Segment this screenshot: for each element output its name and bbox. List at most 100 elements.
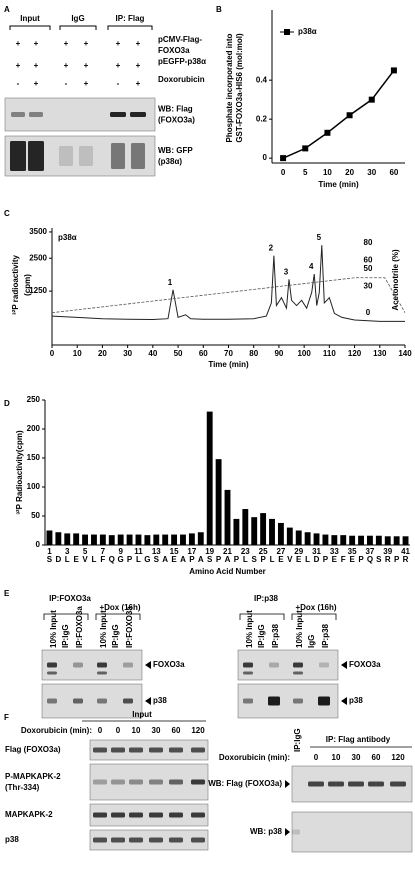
residue-label: P	[216, 555, 222, 564]
residue-label: E	[296, 555, 302, 564]
band	[169, 779, 183, 785]
band	[243, 671, 253, 675]
band	[149, 812, 163, 818]
x-tick-label: 23	[241, 547, 250, 556]
gradient-line	[51, 277, 406, 314]
x-tick-label: 0	[50, 349, 55, 358]
chart-label: p38α	[58, 233, 77, 242]
residue-label: P	[127, 555, 133, 564]
x-axis-label: Time (min)	[208, 360, 249, 369]
sign: +	[84, 79, 89, 88]
band	[129, 779, 143, 785]
column-header: IgG	[71, 14, 84, 23]
arrowhead	[285, 828, 290, 836]
sign: +	[136, 79, 141, 88]
residue-label: S	[252, 555, 258, 564]
bar	[64, 533, 71, 545]
time-label: 0	[116, 726, 121, 735]
band	[191, 837, 205, 843]
sign: +	[64, 61, 69, 70]
sign: +	[16, 39, 21, 48]
band	[111, 143, 125, 169]
lane-label: IP:IgG	[111, 624, 120, 648]
residue-label: L	[243, 555, 248, 564]
band	[129, 812, 143, 818]
residue-label: P	[189, 555, 195, 564]
residue-label: E	[332, 555, 338, 564]
band	[131, 143, 145, 169]
bar	[206, 411, 213, 545]
sign: -	[117, 79, 120, 88]
bar	[402, 536, 409, 545]
band	[123, 698, 133, 704]
y2-axis-label: Acetonotrile (%)	[391, 249, 400, 311]
row-label: MAPKAPK-2	[5, 810, 53, 819]
x-tick-label: 5	[303, 168, 308, 177]
bar	[73, 533, 80, 545]
x-tick-label: 30	[123, 349, 132, 358]
bar	[82, 534, 88, 545]
trace	[51, 245, 405, 322]
sign: +	[34, 61, 39, 70]
x-tick-label: 11	[134, 547, 143, 556]
x-tick-label: 130	[373, 349, 387, 358]
band	[73, 698, 83, 704]
band	[111, 837, 125, 843]
row-label: pCMV-Flag-	[158, 35, 202, 44]
residue-label: P	[234, 555, 240, 564]
arrowhead	[341, 661, 347, 669]
sign: +	[34, 79, 39, 88]
sign: +	[84, 61, 89, 70]
blot-label: WB: GFP	[158, 146, 193, 155]
y-axis-label: ³²P Radioactivity(cpm)	[15, 430, 24, 515]
bar	[171, 534, 178, 545]
band	[293, 662, 303, 668]
band	[191, 812, 205, 818]
y2-tick-label: 30	[364, 282, 373, 291]
marker	[302, 145, 309, 152]
sign: +	[16, 61, 21, 70]
column-header: IP: Flag	[116, 14, 145, 23]
lane-label: IP:p38	[321, 623, 330, 648]
row-label: Flag (FOXO3a)	[5, 745, 61, 754]
lane-label: 10% Input	[49, 610, 58, 648]
band	[59, 146, 73, 166]
band-label: FOXO3a	[153, 660, 185, 669]
residue-label: F	[341, 555, 346, 564]
x-tick-label: 50	[174, 349, 183, 358]
x-tick-label: 90	[274, 349, 283, 358]
time-label: 10	[132, 726, 141, 735]
panel-letter: E	[4, 589, 10, 598]
x-tick-label: 20	[345, 168, 354, 177]
band	[97, 671, 107, 675]
y-axis-unit: (cpm)	[23, 274, 32, 296]
marker	[390, 67, 397, 74]
band	[93, 747, 107, 753]
y2-tick-label: 60	[364, 255, 373, 264]
group-title: IP: Flag antibody	[326, 735, 391, 744]
band	[129, 837, 143, 843]
bar	[313, 533, 320, 545]
x-tick-label: 33	[330, 547, 339, 556]
bar	[233, 518, 240, 545]
band	[292, 829, 300, 835]
x-tick-label: 7	[101, 547, 106, 556]
band	[169, 747, 183, 753]
band	[308, 781, 324, 787]
band	[319, 662, 329, 668]
bar	[286, 527, 293, 545]
lane-label: IP:FOXO3a	[75, 606, 84, 648]
residue-label: G	[118, 555, 124, 564]
residue-label: E	[73, 555, 79, 564]
band	[93, 812, 107, 818]
bar	[331, 535, 338, 545]
band	[243, 662, 253, 668]
row-label: (Thr-334)	[5, 783, 40, 792]
marker	[346, 112, 353, 119]
blot-label: WB: Flag	[158, 105, 193, 114]
time-label: 60	[172, 726, 181, 735]
bar	[55, 532, 62, 545]
x-tick-label: 27	[276, 547, 285, 556]
x-tick-label: 39	[383, 547, 392, 556]
band-label: p38	[153, 696, 167, 705]
